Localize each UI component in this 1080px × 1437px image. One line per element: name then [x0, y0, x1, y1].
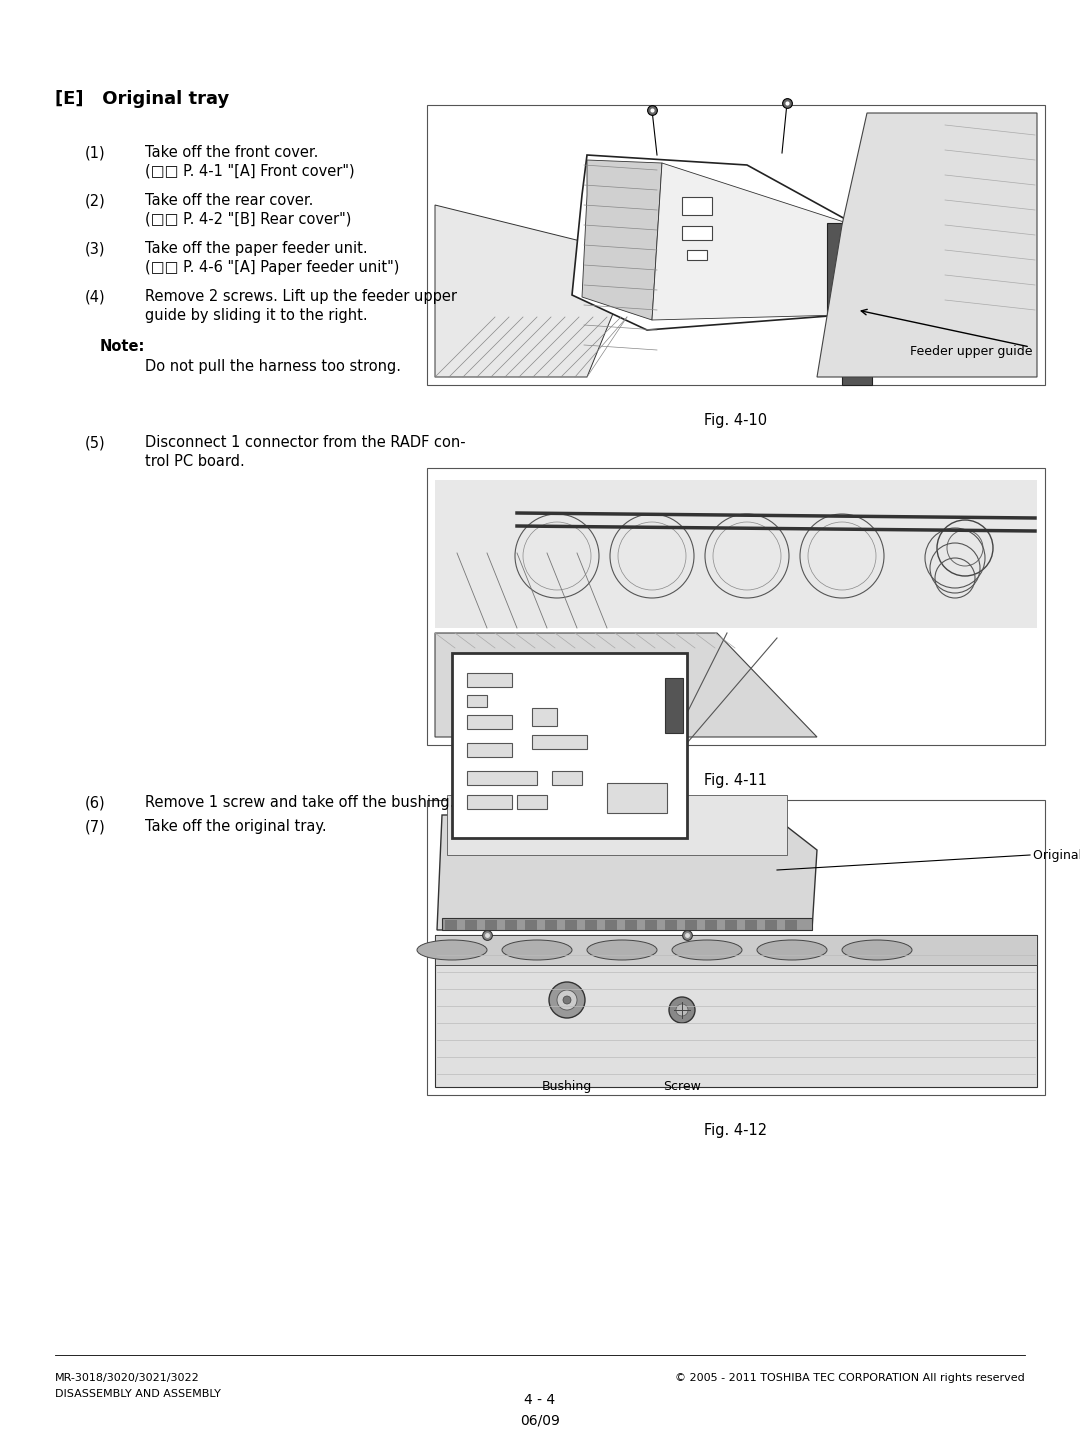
- Bar: [442, 918, 812, 930]
- Polygon shape: [816, 114, 1037, 376]
- Text: Do not pull the harness too strong.: Do not pull the harness too strong.: [145, 359, 401, 374]
- Text: guide by sliding it to the right.: guide by sliding it to the right.: [145, 308, 367, 323]
- Bar: [765, 920, 777, 930]
- Ellipse shape: [588, 940, 657, 960]
- Bar: [545, 920, 557, 930]
- Bar: [585, 920, 597, 930]
- Text: Take off the original tray.: Take off the original tray.: [145, 819, 326, 833]
- Circle shape: [563, 996, 571, 1004]
- Text: (□□ P. 4-1 "[A] Front cover"): (□□ P. 4-1 "[A] Front cover"): [145, 164, 354, 180]
- Polygon shape: [582, 160, 662, 320]
- Bar: [532, 708, 557, 726]
- Polygon shape: [435, 935, 1037, 1086]
- Bar: [565, 920, 577, 930]
- Polygon shape: [435, 205, 637, 376]
- Text: (7): (7): [84, 819, 105, 833]
- Text: Note:: Note:: [100, 339, 146, 354]
- Bar: [427, 468, 1045, 744]
- Bar: [467, 673, 512, 687]
- Text: Take off the front cover.: Take off the front cover.: [145, 145, 319, 160]
- Bar: [445, 920, 457, 930]
- Bar: [725, 920, 737, 930]
- Text: (6): (6): [84, 795, 105, 810]
- Circle shape: [669, 997, 696, 1023]
- Text: Fig. 4-12: Fig. 4-12: [704, 1122, 768, 1138]
- Text: 06/09: 06/09: [521, 1413, 559, 1427]
- Circle shape: [676, 1004, 688, 1016]
- Bar: [645, 920, 657, 930]
- Text: DISASSEMBLY AND ASSEMBLY: DISASSEMBLY AND ASSEMBLY: [55, 1390, 221, 1400]
- Text: Fig. 4-11: Fig. 4-11: [704, 773, 768, 787]
- Text: (□□ P. 4-6 "[A] Paper feeder unit"): (□□ P. 4-6 "[A] Paper feeder unit"): [145, 260, 400, 274]
- Text: [E]   Original tray: [E] Original tray: [55, 91, 229, 108]
- Bar: [465, 920, 477, 930]
- Bar: [681, 226, 712, 240]
- Text: (3): (3): [84, 241, 105, 256]
- Text: Disconnect 1 connector from the RADF con-: Disconnect 1 connector from the RADF con…: [145, 435, 465, 450]
- Text: (5): (5): [84, 435, 105, 450]
- Polygon shape: [435, 935, 1037, 966]
- Bar: [517, 795, 546, 809]
- Ellipse shape: [502, 940, 572, 960]
- Text: 4 - 4: 4 - 4: [525, 1392, 555, 1407]
- Text: (□□ P. 4-2 "[B] Rear cover"): (□□ P. 4-2 "[B] Rear cover"): [145, 213, 351, 227]
- Polygon shape: [435, 114, 1037, 376]
- Text: Take off the paper feeder unit.: Take off the paper feeder unit.: [145, 241, 367, 256]
- Bar: [505, 920, 517, 930]
- Text: Take off the rear cover.: Take off the rear cover.: [145, 193, 313, 208]
- Ellipse shape: [417, 940, 487, 960]
- Bar: [625, 920, 637, 930]
- Bar: [665, 920, 677, 930]
- Ellipse shape: [672, 940, 742, 960]
- Bar: [665, 678, 683, 733]
- Bar: [525, 920, 537, 930]
- Bar: [532, 734, 588, 749]
- Text: © 2005 - 2011 TOSHIBA TEC CORPORATION All rights reserved: © 2005 - 2011 TOSHIBA TEC CORPORATION Al…: [675, 1372, 1025, 1382]
- Text: (2): (2): [84, 193, 105, 208]
- Bar: [467, 772, 537, 785]
- Text: Remove 2 screws. Lift up the feeder upper: Remove 2 screws. Lift up the feeder uppe…: [145, 289, 457, 305]
- Bar: [453, 652, 687, 838]
- Text: trol PC board.: trol PC board.: [145, 454, 245, 468]
- Bar: [447, 795, 787, 855]
- Text: (1): (1): [84, 145, 105, 160]
- Bar: [685, 920, 697, 930]
- Text: Feeder upper guide: Feeder upper guide: [910, 345, 1032, 358]
- Text: Remove 1 screw and take off the bushing.: Remove 1 screw and take off the bushing.: [145, 795, 455, 810]
- Bar: [427, 800, 1045, 1095]
- Text: Screw: Screw: [663, 1081, 701, 1094]
- Circle shape: [557, 990, 577, 1010]
- Bar: [607, 783, 667, 813]
- Bar: [605, 920, 617, 930]
- Polygon shape: [652, 162, 847, 320]
- Circle shape: [549, 981, 585, 1017]
- Bar: [435, 480, 1037, 628]
- Ellipse shape: [842, 940, 912, 960]
- Bar: [467, 743, 512, 757]
- Text: MR-3018/3020/3021/3022: MR-3018/3020/3021/3022: [55, 1372, 200, 1382]
- Polygon shape: [572, 155, 847, 331]
- Text: (4): (4): [84, 289, 105, 305]
- Polygon shape: [437, 815, 816, 930]
- Bar: [485, 920, 497, 930]
- Bar: [467, 716, 512, 729]
- Text: Bushing: Bushing: [542, 1081, 592, 1094]
- Bar: [681, 197, 712, 216]
- Polygon shape: [827, 223, 872, 385]
- Bar: [552, 772, 582, 785]
- Bar: [785, 920, 797, 930]
- Bar: [705, 920, 717, 930]
- Bar: [467, 696, 487, 707]
- Polygon shape: [435, 634, 816, 737]
- Ellipse shape: [757, 940, 827, 960]
- Bar: [745, 920, 757, 930]
- Text: Fig. 4-10: Fig. 4-10: [704, 412, 768, 428]
- Bar: [427, 105, 1045, 385]
- Bar: [467, 795, 512, 809]
- Text: Original tray: Original tray: [1032, 848, 1080, 862]
- Bar: [687, 250, 707, 260]
